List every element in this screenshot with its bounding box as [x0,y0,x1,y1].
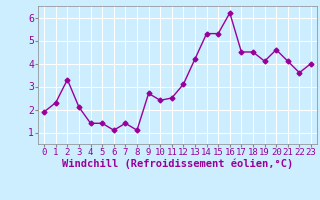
X-axis label: Windchill (Refroidissement éolien,°C): Windchill (Refroidissement éolien,°C) [62,159,293,169]
